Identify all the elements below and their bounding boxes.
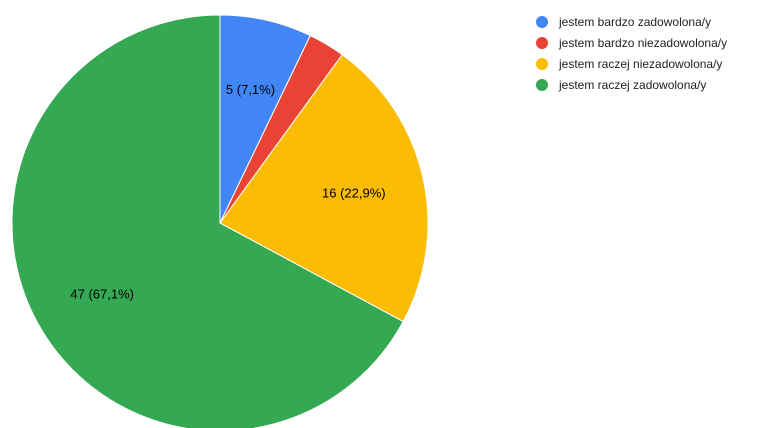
legend-marker-1 xyxy=(536,16,548,28)
legend-marker-2 xyxy=(536,37,548,49)
pie-slice-4 xyxy=(11,14,404,428)
legend: jestem bardzo zadowolona/y jestem bardzo … xyxy=(536,15,727,92)
legend-label-3: jestem raczej niezadowolona/y xyxy=(558,57,722,71)
data-label-4: 47 (67,1%) xyxy=(70,286,134,301)
legend-label-1: jestem bardzo zadowolona/y xyxy=(558,15,711,29)
pie-slices xyxy=(11,14,429,428)
data-label-3: 16 (22,9%) xyxy=(322,186,386,201)
legend-marker-4 xyxy=(536,79,548,91)
pie-slice-3 xyxy=(219,54,429,323)
data-label-1: 5 (7,1%) xyxy=(226,82,275,97)
pie-data-labels: 5 (7,1%) 16 (22,9%) 47 (67,1%) xyxy=(70,82,385,301)
legend-label-4: jestem raczej zadowolona/y xyxy=(558,78,706,92)
legend-label-2: jestem bardzo niezadowolona/y xyxy=(558,36,727,50)
legend-marker-3 xyxy=(536,58,548,70)
